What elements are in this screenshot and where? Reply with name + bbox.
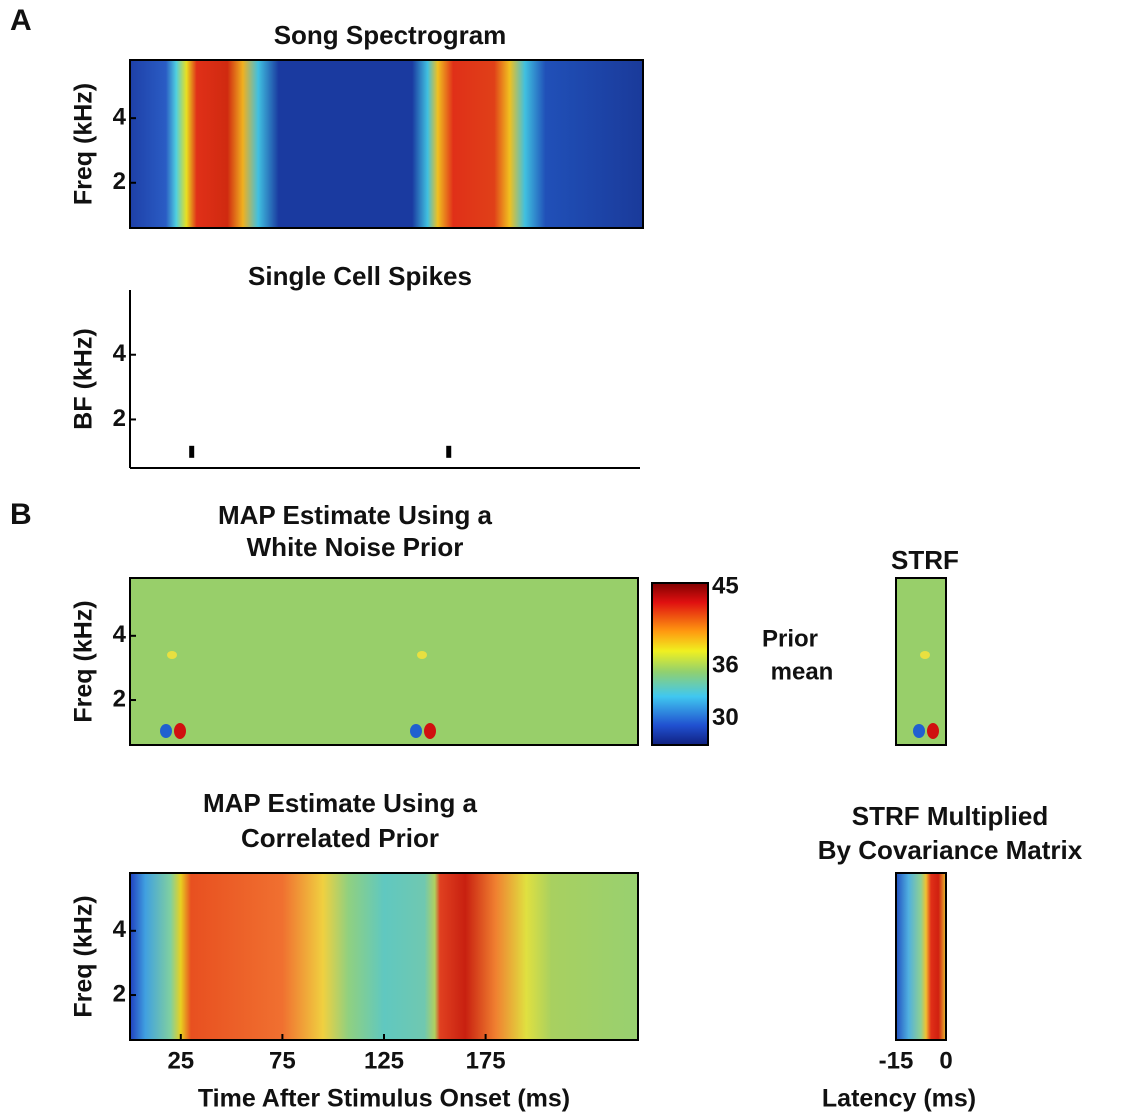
frame: [895, 872, 947, 1041]
frame: [895, 577, 947, 746]
panel-title: MAP Estimate Using a: [218, 500, 493, 530]
colorbar-label: Prior: [762, 625, 818, 652]
y-tick-label: 4: [113, 340, 127, 367]
panel-title: By Covariance Matrix: [818, 835, 1083, 865]
y-tick-label: 45: [712, 573, 739, 600]
frame: [129, 577, 639, 746]
heatmap: [130, 873, 638, 1040]
x-tick-label: 175: [466, 1047, 506, 1074]
heatmap: [130, 578, 638, 745]
y-tick-label: 4: [113, 916, 127, 943]
spike: [446, 445, 452, 458]
x-tick-label: 75: [269, 1047, 296, 1074]
y-tick-label: 4: [113, 621, 127, 648]
y-tick-label: 4: [113, 103, 127, 130]
panel-title: White Noise Prior: [247, 532, 464, 562]
heatmap-blob: [424, 723, 436, 739]
panel-label: B: [10, 498, 32, 531]
panel-label: A: [10, 4, 32, 37]
x-tick-label: 0: [939, 1047, 952, 1074]
y-axis-label: Freq (kHz): [70, 600, 98, 722]
heatmap-blob: [927, 723, 939, 739]
frame: [129, 59, 644, 229]
y-axis-label: Freq (kHz): [70, 83, 98, 205]
panel-title: STRF: [891, 545, 959, 575]
heatmap-blob: [920, 651, 930, 659]
spike: [189, 445, 195, 458]
heatmap-blob: [160, 724, 172, 738]
x-tick-label: 125: [364, 1047, 404, 1074]
y-tick-label: 2: [113, 980, 126, 1007]
panel-title: STRF Multiplied: [852, 801, 1048, 831]
heatmap-blob: [913, 724, 925, 738]
y-tick-label: 2: [113, 168, 126, 195]
heatmap-blob: [167, 651, 177, 659]
y-tick-label: 30: [712, 704, 739, 731]
panel-title: Single Cell Spikes: [248, 261, 472, 291]
colorbar: [651, 582, 709, 746]
x-tick-label: 25: [167, 1047, 194, 1074]
y-axis-label: Freq (kHz): [70, 895, 98, 1017]
heatmap: [896, 873, 946, 1040]
colorbar-label: mean: [771, 658, 834, 685]
y-tick-label: 36: [712, 652, 739, 679]
panel-title: Correlated Prior: [241, 823, 439, 853]
heatmap-blob: [417, 651, 427, 659]
y-tick-label: 2: [113, 405, 126, 432]
x-axis-label: Latency (ms): [822, 1085, 976, 1113]
y-tick-label: 2: [113, 685, 126, 712]
panel-title: MAP Estimate Using a: [203, 788, 478, 818]
heatmap-blob: [410, 724, 422, 738]
y-axis-label: BF (kHz): [70, 328, 98, 429]
x-tick-label: -15: [879, 1047, 914, 1074]
heatmap: [896, 578, 946, 745]
heatmap-blob: [174, 723, 186, 739]
heatmap: [130, 60, 643, 228]
x-axis-label: Time After Stimulus Onset (ms): [198, 1085, 570, 1113]
panel-title: Song Spectrogram: [274, 20, 507, 50]
